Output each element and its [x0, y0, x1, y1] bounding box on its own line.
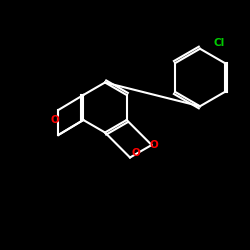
Text: O: O	[132, 148, 140, 158]
Text: O: O	[50, 115, 59, 125]
Text: O: O	[150, 140, 158, 150]
Text: Cl: Cl	[214, 38, 225, 48]
